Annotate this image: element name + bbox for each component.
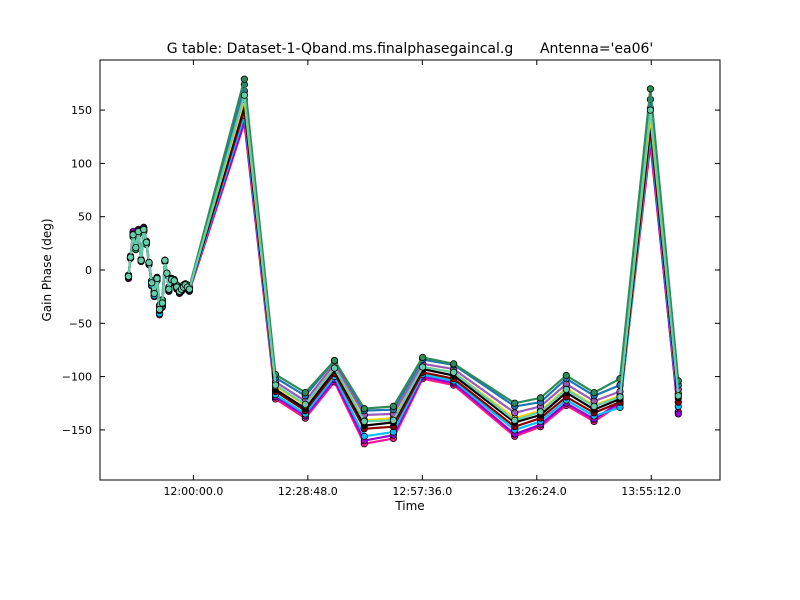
y-tick-label: −100: [62, 371, 92, 384]
series-9-point: [301, 388, 309, 397]
series-3-point: [360, 432, 368, 440]
series-10-point: [185, 285, 193, 293]
series-10-point: [590, 402, 598, 410]
series-10-point: [124, 272, 133, 280]
series-10-point: [389, 416, 397, 424]
series-10-point: [150, 289, 158, 298]
y-tick-label: 0: [85, 264, 92, 277]
x-tick-label: 13:26:24.0: [507, 485, 567, 498]
series-10-point: [163, 269, 171, 277]
series-10-point: [156, 305, 164, 313]
y-tick-label: 50: [78, 211, 92, 224]
y-tick-label: 150: [71, 104, 92, 117]
series-10-point: [158, 299, 166, 307]
tick-layer: 12:00:00.0 12:28:48.0 12:57:36.0 13:26:24.0…: [62, 60, 720, 498]
series-10-point: [360, 417, 368, 425]
series-10: [124, 91, 682, 425]
series-10-point: [129, 231, 137, 239]
x-tick-label: 12:57:36.0: [392, 485, 452, 498]
series-10-point: [126, 253, 135, 261]
series-10-point: [240, 91, 248, 99]
x-tick-label: 12:28:48.0: [278, 485, 338, 498]
series-10-point: [330, 364, 339, 372]
series-9-point: [646, 85, 655, 93]
series-10-point: [161, 256, 169, 264]
series-10-point: [301, 400, 309, 408]
series-9-point: [511, 399, 519, 407]
series-10-point: [140, 225, 148, 234]
series-10-point: [418, 363, 427, 371]
series-10-point: [536, 408, 545, 416]
series-9-point: [389, 402, 397, 410]
series-10-point: [646, 106, 655, 114]
y-tick-label: 100: [71, 157, 92, 170]
x-axis-label: Time: [394, 499, 424, 513]
series-10-point: [145, 258, 153, 267]
y-tick-label: −50: [69, 317, 92, 330]
series-10-point: [616, 393, 624, 401]
series-2-point: [674, 410, 682, 418]
x-tick-label: 13:55:12.0: [621, 485, 681, 498]
series-layer: [124, 75, 682, 448]
series-10-point: [137, 256, 145, 264]
series-10-point: [450, 368, 458, 376]
series-10-point: [165, 285, 173, 293]
series-7-point: [511, 409, 519, 417]
series-10-point: [511, 416, 519, 424]
series-9-point: [240, 75, 248, 83]
series-10-point: [562, 385, 570, 393]
series-9-point: [590, 388, 598, 397]
series-10-point: [148, 279, 156, 287]
series-10-point: [132, 244, 140, 252]
series-10-point: [170, 277, 178, 285]
series-10-point: [271, 381, 280, 389]
series-9-point: [418, 353, 427, 361]
series-10-point: [674, 392, 682, 400]
series-9-point: [536, 394, 545, 402]
series-9-point: [562, 371, 570, 380]
series-9-point: [450, 360, 458, 368]
series-10-point: [153, 274, 161, 283]
y-tick-label: −150: [62, 424, 92, 437]
series-10-point: [142, 238, 150, 246]
chart-title: G table: Dataset-1-Qband.ms.finalphasega…: [167, 41, 654, 57]
series-9-point: [360, 404, 368, 413]
series-9-point: [330, 356, 339, 365]
x-tick-label: 12:00:00.0: [163, 485, 223, 498]
y-axis-label: Gain Phase (deg): [40, 218, 54, 321]
